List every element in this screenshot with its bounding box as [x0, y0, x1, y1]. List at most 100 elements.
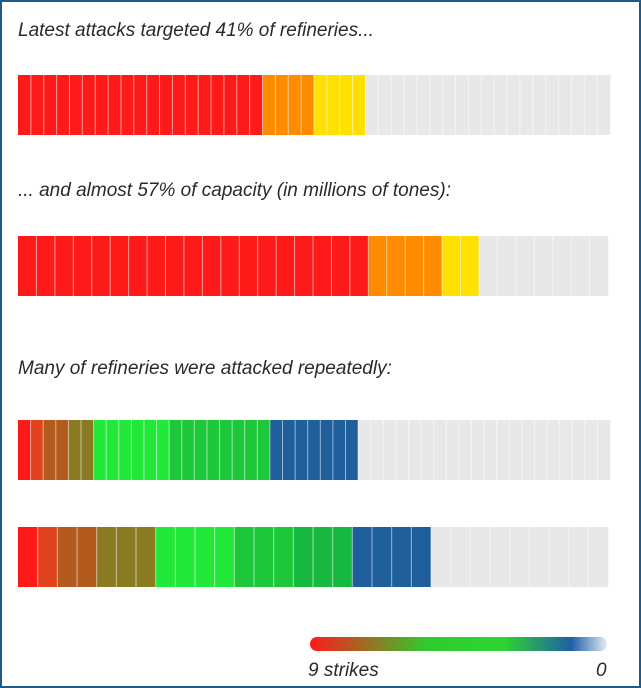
bar-3-cell: [408, 420, 422, 480]
bar-4-cell: [431, 527, 451, 587]
bar-3-cell: [471, 420, 485, 480]
bar-4-cell: [568, 527, 589, 587]
bar-1-cell: [378, 75, 392, 135]
bar-1-cell: [172, 75, 186, 135]
bar-1-cell: [314, 75, 328, 135]
bar-3-cell: [244, 420, 258, 480]
bar-1-cell: [494, 75, 508, 135]
bar-4-cell: [195, 527, 215, 587]
bar-4-cell: [509, 527, 530, 587]
bar-2-cell: [165, 236, 185, 296]
bar-3-cell: [257, 420, 271, 480]
bar-4-cell: [254, 527, 274, 587]
bar-1-cell: [185, 75, 199, 135]
bar-3-cell: [584, 420, 598, 480]
bar-4-cell: [96, 527, 117, 587]
bar-3-cell: [320, 420, 334, 480]
bar-3-cell: [295, 420, 309, 480]
bar-4-cell: [18, 527, 38, 587]
bar-1-cell: [56, 75, 70, 135]
bar-3-cell: [572, 420, 586, 480]
legend-gradient-bar: [310, 637, 607, 651]
bar-1-cell: [262, 75, 276, 135]
bar-2-cell: [257, 236, 277, 296]
bar-1-cell: [326, 75, 341, 135]
bar-1-cell: [30, 75, 45, 135]
bar-4-cell: [214, 527, 235, 587]
bar-3-cell: [106, 420, 120, 480]
bar-3-cell: [118, 420, 132, 480]
bar-2-cell: [73, 236, 93, 296]
bar-1-cell: [352, 75, 366, 135]
bar-3-cell: [282, 420, 296, 480]
bar-1-cell: [391, 75, 405, 135]
bar-1-cell: [211, 75, 225, 135]
bar-4-cell: [234, 527, 255, 587]
bar-3-cell: [194, 420, 208, 480]
bar-1-cell: [339, 75, 353, 135]
bar-1-cell: [301, 75, 315, 135]
bar-3-cell: [421, 420, 434, 480]
bar-4-cell: [588, 527, 609, 587]
bar-4-cell: [37, 527, 58, 587]
bar-1-cell: [416, 75, 431, 135]
legend-left-label: 9 strikes: [308, 660, 379, 681]
bar-1-cell: [18, 75, 32, 135]
bar-1-cell: [558, 75, 572, 135]
heading-capacity: ... and almost 57% of capacity (in milli…: [18, 180, 451, 201]
bar-4-cell: [273, 527, 294, 587]
bar-4-cell: [352, 527, 373, 587]
bar-3-cell: [55, 420, 69, 480]
bar-2-cell: [478, 236, 498, 296]
bar-2-cell: [349, 236, 369, 296]
bar-1-cell: [82, 75, 96, 135]
bar-2-cell: [589, 236, 609, 296]
bar-4-cell: [77, 527, 97, 587]
bar-4-cell: [57, 527, 78, 587]
bar-3-cell: [18, 420, 31, 480]
bar-1-cell: [468, 75, 482, 135]
bar-4-cell: [549, 527, 569, 587]
bar-1-cell: [146, 75, 160, 135]
bar-3-cell: [269, 420, 283, 480]
bar-1-cell: [442, 75, 456, 135]
bar-4-cell: [313, 527, 333, 587]
bar-4-cell: [372, 527, 392, 587]
bar-2-cell: [460, 236, 480, 296]
bar-1-cell: [507, 75, 521, 135]
bar-4-cell: [391, 527, 412, 587]
bar-4-cell: [411, 527, 432, 587]
bar-2-cell: [220, 236, 240, 296]
bar-1-cell: [455, 75, 469, 135]
bar-3-cell: [458, 420, 472, 480]
bar-3-cell: [395, 420, 409, 480]
bar-1-cell: [69, 75, 83, 135]
bar-3-cell: [559, 420, 573, 480]
bar-1-cell: [133, 75, 147, 135]
bar-3-cell: [80, 420, 94, 480]
bar-4-cell: [332, 527, 353, 587]
bar-2-cell: [515, 236, 535, 296]
bar-2-cell: [239, 236, 258, 296]
heading-repeated: Many of refineries were attacked repeate…: [18, 358, 392, 379]
bar-1-cell: [108, 75, 122, 135]
bar-2-cell: [405, 236, 424, 296]
bar-2-cell: [276, 236, 295, 296]
bar-2-cell: [294, 236, 314, 296]
bar-3-cell: [131, 420, 145, 480]
bar-2-cell: [110, 236, 129, 296]
bar-3-cell: [43, 420, 57, 480]
bar-4-cell: [136, 527, 156, 587]
heading-refineries: Latest attacks targeted 41% of refinerie…: [18, 20, 374, 41]
bar-3-cell: [358, 420, 371, 480]
bar-1-cell: [223, 75, 238, 135]
bar-2-cell: [313, 236, 332, 296]
bar-1-cell: [365, 75, 379, 135]
bar-2-cell: [54, 236, 74, 296]
bar-1-cell: [404, 75, 418, 135]
bar-2-cell: [552, 236, 572, 296]
bar-1-cell: [159, 75, 173, 135]
bar-2-cell: [423, 236, 443, 296]
bar-2-cell: [36, 236, 56, 296]
bar-4-cell: [470, 527, 491, 587]
